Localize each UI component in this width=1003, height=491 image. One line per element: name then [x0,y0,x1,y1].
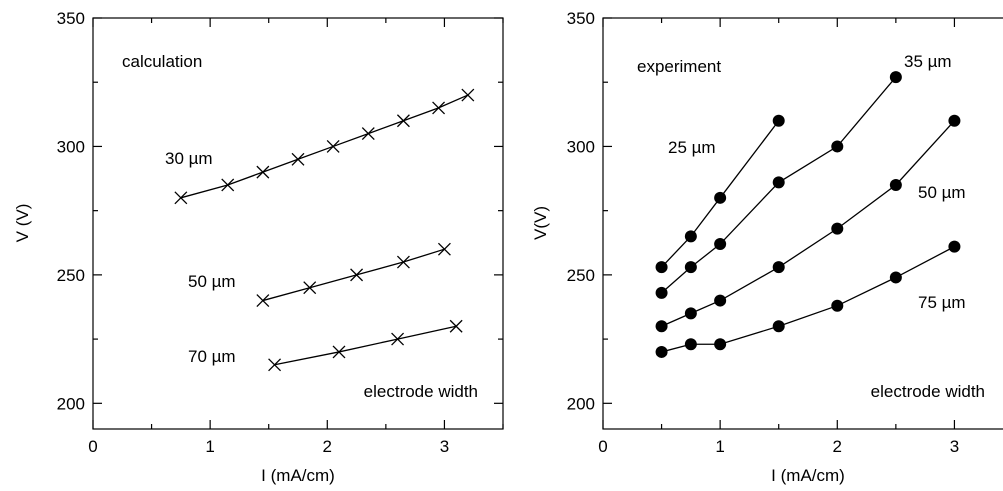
data-point-75um [889,271,902,284]
data-point-25um [655,261,668,274]
y-tick-label: 350 [567,9,595,28]
data-point-50um [350,268,364,282]
data-point-50um [714,294,727,307]
y-tick-label: 250 [57,266,85,285]
data-point-70um [268,358,282,372]
series-label-25um: 25 µm [668,138,716,157]
x-tick-label: 1 [205,437,214,456]
y-tick-label: 250 [567,266,595,285]
series-group [655,71,961,358]
electrode-width-annotation: electrode width [871,382,985,401]
series-line-70um [274,325,457,366]
series-label-70um: 70 µm [188,347,236,366]
series-label-50um: 50 µm [188,272,236,291]
x-tick-label: 3 [440,437,449,456]
data-point-50um [655,320,668,333]
series-line-30um [180,94,469,199]
data-point-50um [684,307,697,320]
data-point-25um [714,191,727,204]
panel-title-annotation: experiment [637,57,721,76]
data-point-75um [948,240,961,253]
series-label-50um: 50 µm [918,183,966,202]
x-axis-label: I (mA/cm) [261,466,335,485]
y-tick-label: 350 [57,9,85,28]
data-point-50um [437,242,451,256]
x-tick-label: 1 [715,437,724,456]
data-point-30um [221,178,235,192]
x-tick-label: 3 [950,437,959,456]
y-tick-label: 200 [57,394,85,413]
data-point-30um [174,191,188,205]
data-point-75um [655,345,668,358]
plot-frame [602,17,1003,430]
data-point-75um [714,338,727,351]
data-point-70um [391,332,405,346]
x-axis-label: I (mA/cm) [771,466,845,485]
data-point-35um [889,71,902,84]
x-tick-label: 2 [833,437,842,456]
x-tick-label: 0 [598,437,607,456]
data-point-35um [714,238,727,251]
series-label-30um: 30 µm [165,149,213,168]
experiment-panel: 0 1 2 3 200 250 300 350 I (mA/cm) V(V) experime… [531,9,1003,485]
data-point-35um [831,140,844,153]
data-point-30um [326,139,340,153]
axis-ticks: 0 1 2 3 200 250 300 350 [57,9,504,456]
y-tick-label: 300 [567,137,595,156]
series-line-50um [262,248,445,302]
series-group [174,88,475,372]
data-point-50um [772,261,785,274]
series-line-75um [661,246,955,353]
data-point-50um [948,114,961,127]
series-line-25um [661,120,780,268]
data-point-30um [461,88,475,102]
data-point-75um [831,299,844,312]
y-axis-label: V (V) [13,204,32,243]
series-label-75um: 75 µm [918,293,966,312]
data-point-30um [396,114,410,128]
series-line-35um [661,76,897,294]
data-point-70um [449,319,463,333]
y-tick-label: 200 [567,394,595,413]
data-point-50um [831,222,844,235]
data-point-30um [432,101,446,115]
data-point-50um [303,281,317,295]
electrode-width-annotation: electrode width [364,382,478,401]
data-point-25um [772,114,785,127]
data-point-35um [772,176,785,189]
plot-frame [92,17,504,430]
series-label-35um: 35 µm [904,52,952,71]
y-tick-label: 300 [57,137,85,156]
data-point-70um [332,345,346,359]
data-point-30um [361,127,375,141]
data-point-75um [772,320,785,333]
calculation-panel: 0 1 2 3 200 250 300 350 I (mA/cm) V (V) calcula… [13,9,504,485]
panel-title-annotation: calculation [122,52,202,71]
axis-ticks: 0 1 2 3 200 250 300 350 [567,9,960,456]
data-point-50um [396,255,410,269]
x-tick-label: 0 [88,437,97,456]
data-point-75um [684,338,697,351]
data-point-50um [889,178,902,191]
data-point-50um [256,294,270,308]
x-tick-label: 2 [323,437,332,456]
data-point-35um [684,261,697,274]
data-point-30um [256,165,270,179]
y-axis-label: V(V) [531,206,550,240]
data-point-35um [655,286,668,299]
data-point-25um [684,230,697,243]
data-point-30um [291,152,305,166]
